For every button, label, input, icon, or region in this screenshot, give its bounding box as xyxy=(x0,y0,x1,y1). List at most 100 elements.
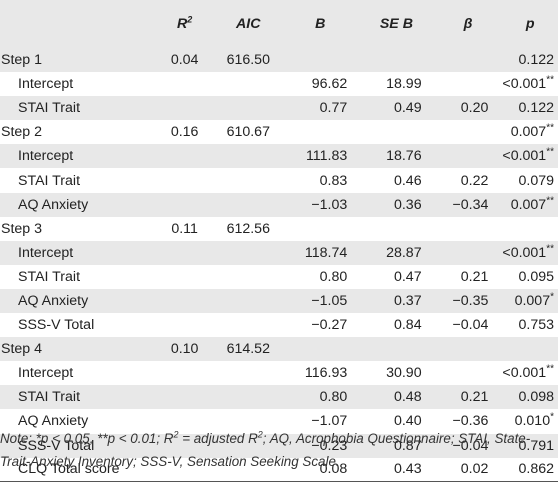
cell-se-b-value: 18.76 xyxy=(386,148,422,165)
table-row-step: Step 3 0.11 612.56 xyxy=(0,216,558,241)
cell-se-b: 18.99 xyxy=(359,72,433,96)
cell-se-b: 0.37 xyxy=(359,289,433,313)
row-label-value: Step 1 xyxy=(1,52,43,69)
header-se-b: SE B xyxy=(379,16,413,32)
cell-b-value: −1.05 xyxy=(311,292,348,309)
cell-se-b: 0.46 xyxy=(359,168,433,192)
cell-beta-value: 0.21 xyxy=(460,389,489,406)
significance-stars: * xyxy=(550,411,554,423)
table-row: AQ Anxiety −1.07 0.40 −0.36 0.010* xyxy=(0,409,558,434)
cell-p: 0.079 xyxy=(502,168,558,192)
cell-b xyxy=(281,217,359,241)
cell-se-b: 28.87 xyxy=(359,241,433,265)
cell-r2 xyxy=(154,241,215,265)
table-header-row: R2 AIC B SE B β p xyxy=(0,0,558,48)
cell-p: 0.791 xyxy=(502,434,558,458)
table-row: Intercept 111.83 18.76 <0.001** xyxy=(0,144,558,169)
significance-stars: ** xyxy=(546,243,554,255)
cell-p: 0.862 xyxy=(502,458,558,482)
cell-beta: 0.21 xyxy=(434,385,503,409)
cell-b-value: 0.80 xyxy=(319,268,348,285)
cell-r2-value: 0.16 xyxy=(170,124,199,141)
cell-beta xyxy=(434,241,503,265)
row-label: Intercept xyxy=(0,72,154,96)
cell-r2 xyxy=(154,313,215,337)
cell-p-value: 0.753 xyxy=(518,317,554,334)
cell-p-value: 0.098 xyxy=(518,389,554,406)
cell-aic xyxy=(215,313,281,337)
cell-aic-value: 614.52 xyxy=(226,341,270,358)
cell-aic-value: 616.50 xyxy=(226,52,270,69)
cell-r2 xyxy=(154,168,215,192)
cell-p-value: 0.791 xyxy=(518,437,554,454)
significance-stars: ** xyxy=(546,74,554,86)
cell-aic-value: 610.67 xyxy=(226,124,270,141)
cell-b: 0.77 xyxy=(281,96,359,120)
header-aic: AIC xyxy=(236,16,261,32)
row-label-value: AQ Anxiety xyxy=(18,292,89,309)
cell-p: <0.001** xyxy=(502,361,558,385)
cell-r2-value: 0.11 xyxy=(171,220,198,237)
table-row: Intercept 118.74 28.87 <0.001** xyxy=(0,240,558,265)
table-row-step: Step 2 0.16 610.67 0.007** xyxy=(0,120,558,145)
cell-p-value: <0.001 xyxy=(502,365,547,382)
row-label: STAI Trait xyxy=(0,168,154,192)
table-row: STAI Trait 0.80 0.48 0.21 0.098 xyxy=(0,385,558,410)
table-row: Intercept 116.93 30.90 <0.001** xyxy=(0,361,558,386)
row-label-value: CLQ Total score xyxy=(18,461,120,478)
cell-se-b-value: 0.49 xyxy=(393,100,422,117)
header-r2: R2 xyxy=(177,14,193,32)
cell-aic xyxy=(215,168,281,192)
cell-beta xyxy=(434,120,503,144)
row-label: Intercept xyxy=(0,361,154,385)
cell-p-value: 0.007 xyxy=(510,124,547,141)
cell-p-value: 0.122 xyxy=(518,52,554,69)
cell-p: <0.001** xyxy=(502,72,558,96)
cell-beta xyxy=(434,361,503,385)
header-b: B xyxy=(315,16,326,32)
row-label: CLQ Total score xyxy=(0,458,154,482)
cell-se-b: 0.47 xyxy=(359,265,433,289)
cell-r2 xyxy=(154,289,215,313)
cell-b-value: 111.83 xyxy=(305,148,348,165)
cell-b-value: 0.08 xyxy=(319,461,348,478)
cell-se-b xyxy=(359,120,433,144)
significance-stars: ** xyxy=(546,146,554,158)
cell-b: 116.93 xyxy=(281,361,359,385)
cell-beta: −0.36 xyxy=(434,409,503,433)
cell-beta: −0.35 xyxy=(434,289,503,313)
cell-beta: 0.21 xyxy=(434,265,503,289)
cell-b: 0.83 xyxy=(281,168,359,192)
cell-se-b xyxy=(359,48,433,72)
cell-b: −1.03 xyxy=(281,193,359,217)
significance-stars: * xyxy=(550,291,554,303)
cell-p: 0.007** xyxy=(502,120,558,144)
cell-b-value: 116.93 xyxy=(304,365,348,382)
cell-b: 0.08 xyxy=(281,458,359,482)
cell-b: 111.83 xyxy=(281,144,359,168)
cell-aic xyxy=(215,193,281,217)
cell-se-b: 18.76 xyxy=(359,144,433,168)
row-label-value: Intercept xyxy=(18,365,74,382)
cell-se-b xyxy=(359,217,433,241)
table-row: STAI Trait 0.80 0.47 0.21 0.095 xyxy=(0,264,558,289)
cell-se-b-value: 18.99 xyxy=(386,76,422,93)
cell-p: 0.753 xyxy=(502,313,558,337)
cell-beta-value: −0.04 xyxy=(452,437,489,454)
cell-aic: 616.50 xyxy=(215,48,281,72)
cell-p-value: 0.007 xyxy=(510,196,547,213)
cell-aic xyxy=(215,72,281,96)
cell-r2 xyxy=(154,96,215,120)
row-label-value: Step 2 xyxy=(1,124,43,141)
row-label: STAI Trait xyxy=(0,96,154,120)
row-label: STAI Trait xyxy=(0,385,154,409)
row-label-value: STAI Trait xyxy=(18,172,81,189)
cell-beta xyxy=(434,72,503,96)
cell-r2-value: 0.04 xyxy=(170,52,199,69)
row-label-value: AQ Anxiety xyxy=(18,413,89,430)
table-row: CLQ Total score 0.08 0.43 0.02 0.862 xyxy=(0,457,558,482)
cell-se-b: 0.36 xyxy=(359,193,433,217)
cell-p-value: 0.007 xyxy=(514,292,551,309)
cell-b-value: 0.77 xyxy=(319,100,348,117)
cell-se-b-value: 0.37 xyxy=(393,292,422,309)
